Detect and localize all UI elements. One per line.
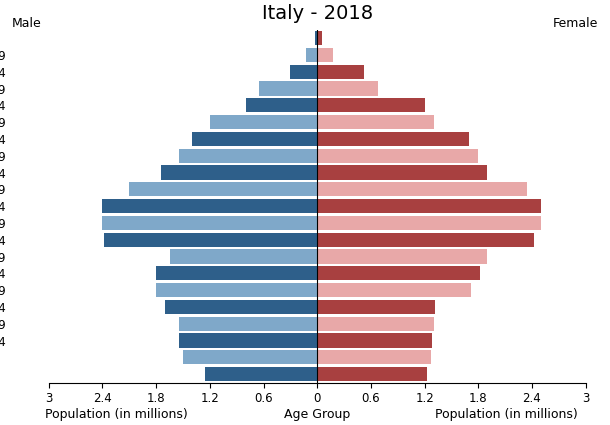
Bar	[192, 132, 317, 146]
Bar	[317, 31, 321, 45]
Bar	[317, 115, 434, 129]
Text: Female: Female	[553, 17, 598, 30]
Bar	[156, 266, 317, 280]
Text: Population (in millions): Population (in millions)	[435, 408, 578, 421]
Bar	[179, 333, 317, 348]
Bar	[317, 283, 471, 297]
Text: Population (in millions): Population (in millions)	[45, 408, 187, 421]
Title: Italy - 2018: Italy - 2018	[262, 4, 373, 23]
Bar	[317, 216, 541, 230]
Bar	[317, 367, 427, 381]
Bar	[290, 65, 317, 79]
Bar	[317, 182, 528, 196]
Bar	[317, 149, 478, 163]
Bar	[170, 249, 317, 264]
Bar	[317, 350, 431, 365]
Bar	[156, 283, 317, 297]
Bar	[317, 98, 425, 113]
Bar	[317, 82, 378, 96]
Bar	[317, 266, 480, 280]
Bar	[317, 317, 434, 331]
Bar	[210, 115, 317, 129]
Bar	[317, 48, 333, 62]
Bar	[317, 333, 432, 348]
Bar	[306, 48, 317, 62]
Bar	[315, 31, 317, 45]
Bar	[179, 317, 317, 331]
Bar	[317, 65, 364, 79]
Bar	[317, 165, 487, 180]
Text: Male: Male	[12, 17, 42, 30]
Bar	[104, 232, 317, 247]
Bar	[183, 350, 317, 365]
Bar	[179, 149, 317, 163]
Bar	[129, 182, 317, 196]
Bar	[317, 199, 541, 213]
Bar	[206, 367, 317, 381]
Bar	[165, 300, 317, 314]
Bar	[102, 216, 317, 230]
Bar	[160, 165, 317, 180]
Bar	[259, 82, 317, 96]
Bar	[317, 300, 436, 314]
Bar	[317, 232, 534, 247]
Bar	[317, 249, 487, 264]
Bar	[317, 132, 469, 146]
Bar	[246, 98, 317, 113]
Bar	[102, 199, 317, 213]
Text: Age Group: Age Group	[284, 408, 350, 421]
